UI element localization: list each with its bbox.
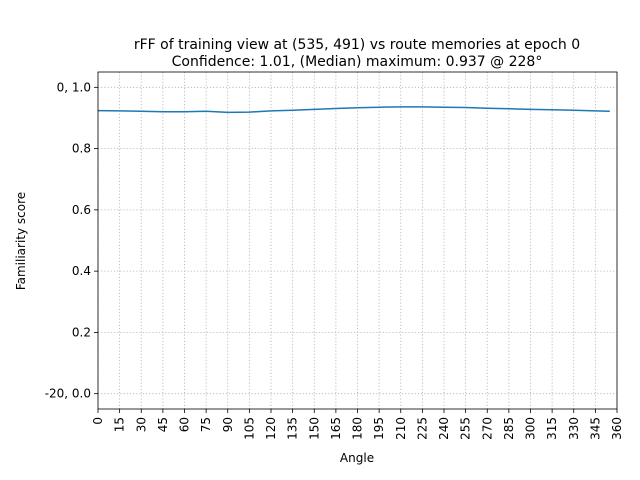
x-tick-label: 315 [545,417,559,440]
x-tick-label: 225 [415,417,429,440]
x-tick-label: 285 [502,417,516,440]
x-tick-label: 0 [91,417,105,425]
x-tick-label: 45 [156,417,170,432]
x-tick-label: 120 [264,417,278,440]
x-tick-label: 240 [437,417,451,440]
x-tick-label: 75 [199,417,213,432]
x-tick-label: 300 [524,417,538,440]
chart-title-line2: Confidence: 1.01, (Median) maximum: 0.93… [172,54,543,70]
y-tick-label: 0.8 [72,142,91,156]
x-tick-label: 105 [242,417,256,440]
x-axis: 0 15 30 45 60 75 90 105 120 135 150 165 180 195 210 225… [91,409,624,440]
x-tick-label: 90 [221,417,235,432]
x-tick-label: 135 [286,417,300,440]
series-line [97,106,610,114]
y-tick-label: -20, 0.0 [45,387,91,401]
x-tick-label: 345 [588,417,602,440]
x-tick-label: 150 [307,417,321,440]
x-tick-label: 270 [480,417,494,440]
x-tick-label: 330 [567,417,581,440]
y-axis: -20, 0.0 0.2 0.4 0.6 0.8 0, 1.0 [45,80,98,401]
y-tick-label: 0.4 [72,264,91,278]
x-tick-label: 255 [459,417,473,440]
x-tick-label: 195 [372,417,386,440]
chart-title-line1: rFF of training view at (535, 491) vs ro… [134,37,580,53]
series-layer [97,106,610,114]
y-tick-label: 0, 1.0 [57,80,91,94]
x-tick-label: 210 [394,417,408,440]
x-axis-label: Angle [340,451,374,465]
y-tick-label: 0.2 [72,325,91,339]
x-tick-label: 165 [329,417,343,440]
x-tick-label: 360 [610,417,624,440]
grid [97,72,618,409]
plot-frame [97,71,618,410]
x-tick-label: 15 [113,417,127,432]
y-tick-label: 0.6 [72,203,91,217]
y-axis-label: Familiarity score [14,192,28,290]
x-tick-label: 30 [134,417,148,432]
x-tick-label: 60 [178,417,192,432]
x-tick-label: 180 [351,417,365,440]
